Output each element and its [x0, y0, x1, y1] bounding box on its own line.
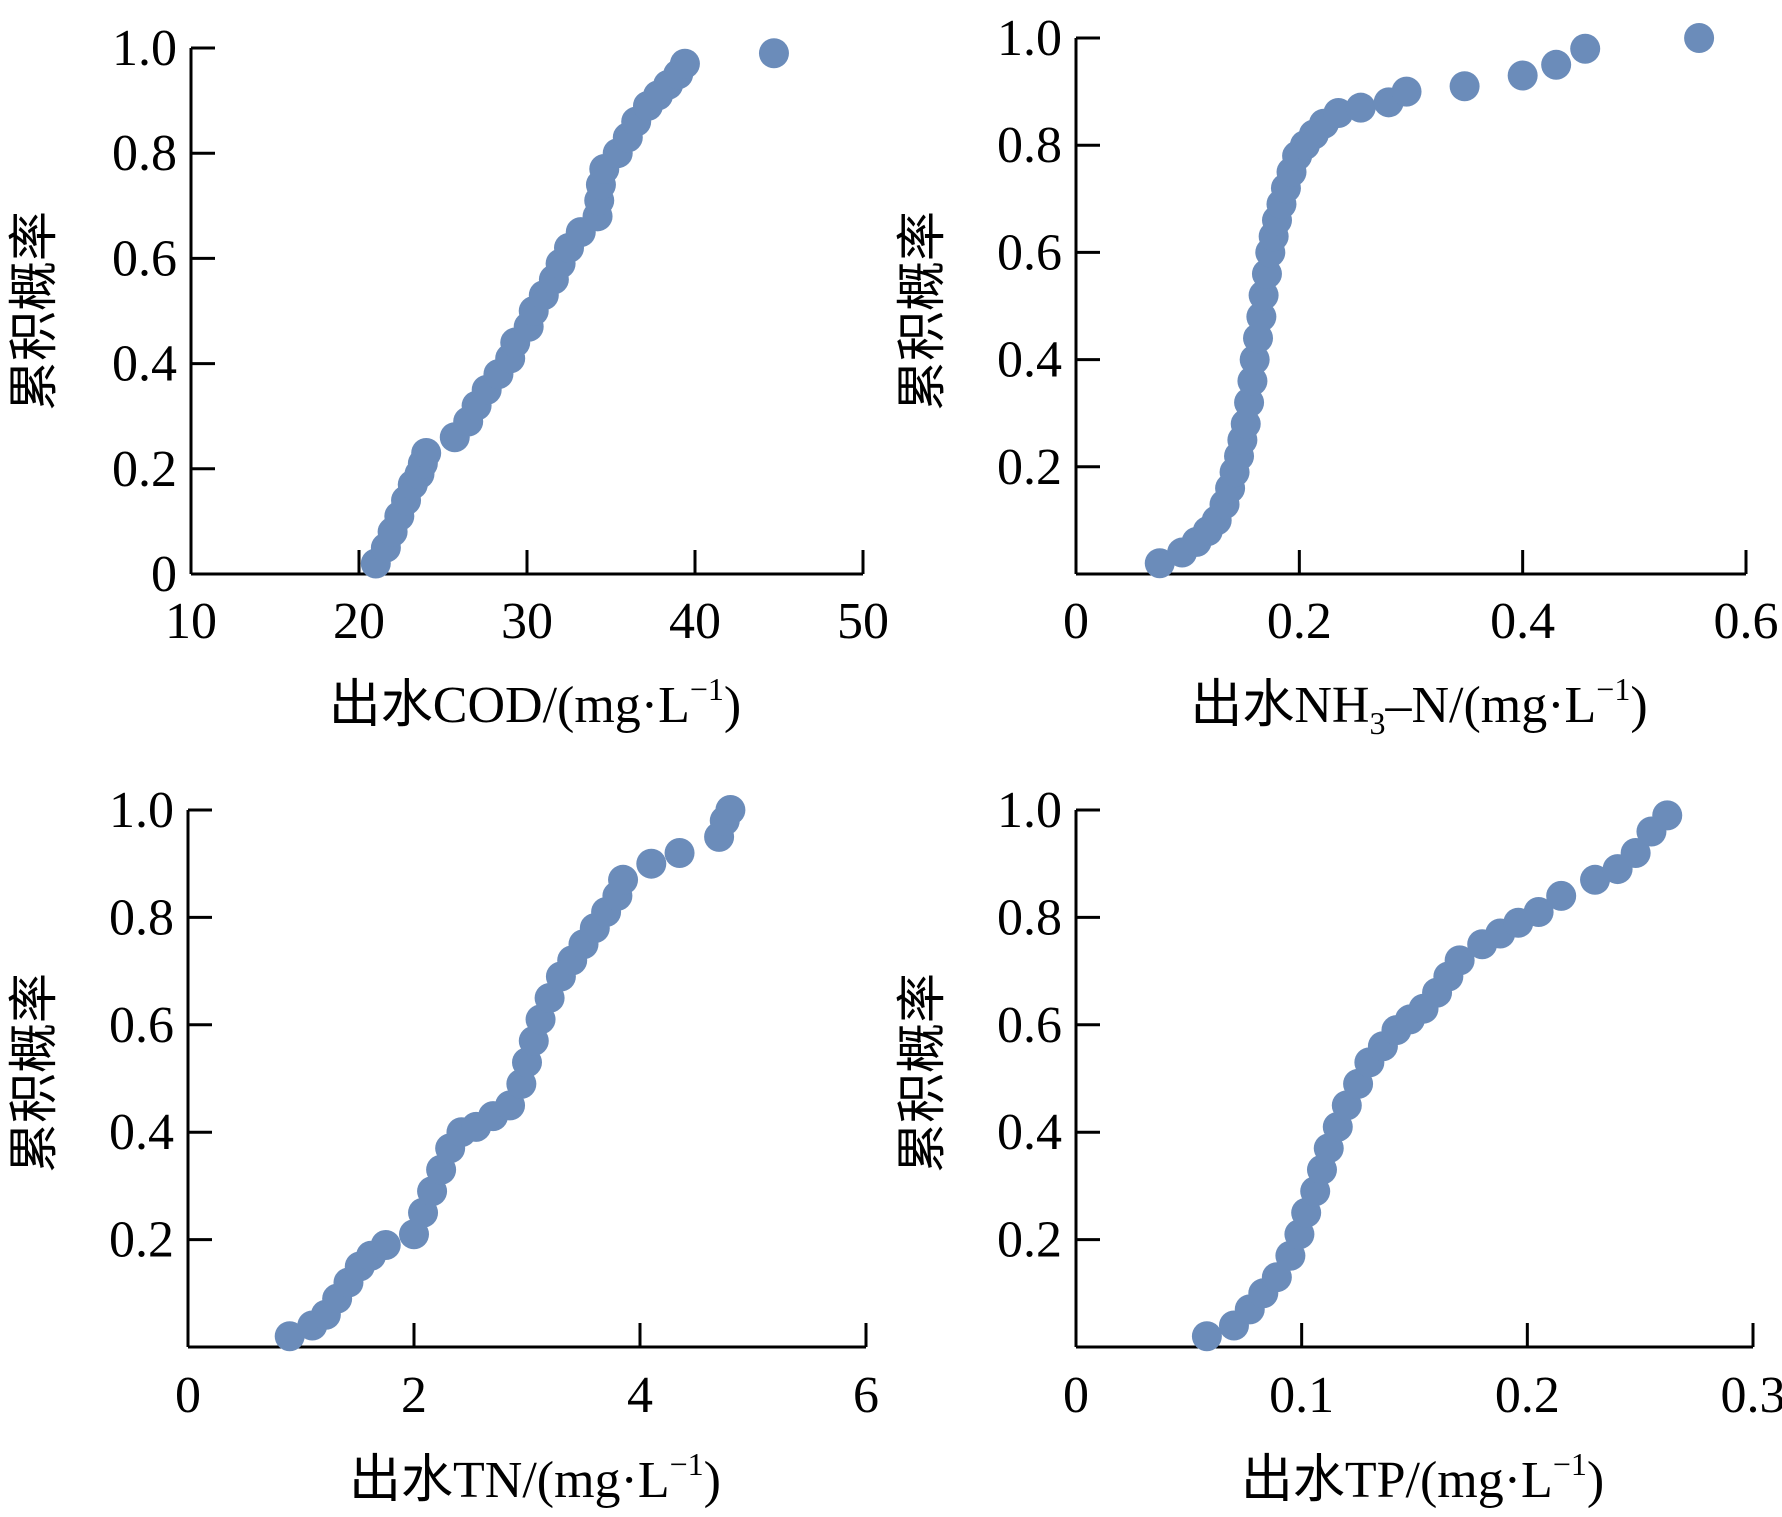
x-label-species: COD: [433, 677, 543, 734]
x-tick-label: 0: [175, 1367, 201, 1424]
y-tick-label: 1.0: [112, 20, 177, 77]
data-point: [1449, 71, 1480, 102]
data-point: [715, 795, 746, 825]
data-point: [1444, 945, 1475, 976]
x-axis-label: 出水TP/(mg·L−1): [1241, 1446, 1604, 1509]
data-point: [1144, 548, 1175, 579]
x-tick-label: 0: [1063, 593, 1089, 650]
data-point: [669, 48, 700, 79]
y-tick-label: 0.4: [109, 1104, 174, 1161]
y-tick-label: 0.2: [997, 439, 1062, 496]
data-point: [664, 837, 695, 868]
chart-panel-2: 0.2 0.4 0.6 0.8 1.0 0 0.2 0.4 0.6 累积概率出水NH3–N/(mg…: [894, 10, 1779, 741]
x-tick-label: 0.4: [1490, 593, 1555, 650]
data-point: [1391, 76, 1422, 107]
y-tick-label: 1.0: [997, 782, 1062, 839]
x-tick-label: 2: [401, 1367, 427, 1424]
data-point: [1684, 23, 1715, 53]
y-tick-label: 0.8: [997, 117, 1062, 174]
x-tick-label: 0.3: [1721, 1367, 1782, 1424]
x-label-superscript: −1: [690, 671, 724, 707]
x-label-unit: /(mg·L: [543, 677, 690, 734]
x-tick-label: 10: [165, 593, 217, 650]
x-tick-label: 50: [837, 593, 889, 650]
y-tick-label: 0: [151, 546, 177, 603]
data-point: [1191, 1321, 1222, 1352]
x-label-unit: /(mg·L: [1406, 1452, 1553, 1509]
data-point: [274, 1321, 305, 1352]
y-tick-label: 0.2: [112, 441, 177, 498]
x-tick-label: 0.2: [1495, 1367, 1560, 1424]
data-point: [1546, 880, 1577, 911]
y-tick-label: 0.4: [112, 336, 177, 393]
x-axis-label: 出水TN/(mg·L−1): [349, 1446, 721, 1509]
data-point: [370, 1229, 401, 1260]
data-point: [1620, 837, 1651, 868]
x-tick-label: 6: [853, 1367, 879, 1424]
data-point: [636, 848, 667, 879]
x-label-suffix: –N: [1384, 677, 1449, 734]
data-point: [608, 864, 639, 895]
data-point: [1507, 60, 1538, 91]
y-tick-label: 0.4: [997, 1104, 1062, 1161]
y-tick-label: 0.4: [997, 332, 1062, 389]
x-label-unit-close: ): [1587, 1452, 1604, 1509]
x-tick-label: 0.2: [1267, 593, 1332, 650]
x-label-prefix: 出水: [349, 1452, 453, 1509]
data-point: [1523, 897, 1554, 928]
y-tick-label: 0.2: [109, 1212, 174, 1269]
x-label-unit-close: ): [724, 677, 741, 734]
data-point: [1345, 92, 1376, 123]
data-point: [758, 38, 789, 69]
x-tick-label: 4: [627, 1367, 653, 1424]
y-axis-label: 累积概率: [6, 973, 62, 1173]
x-label-superscript: −1: [1596, 671, 1630, 707]
data-point: [1261, 1262, 1292, 1293]
data-point: [1541, 49, 1572, 80]
y-tick-label: 0.8: [112, 125, 177, 182]
x-label-unit-close: ): [704, 1452, 721, 1509]
x-label-prefix: 出水: [1190, 677, 1294, 734]
y-tick-label: 0.6: [997, 224, 1062, 281]
x-label-species: TP: [1345, 1452, 1406, 1509]
y-axis-label: 累积概率: [894, 973, 950, 1173]
x-label-subscript: 3: [1369, 705, 1385, 741]
data-point: [1570, 33, 1601, 64]
x-label-prefix: 出水: [1241, 1452, 1345, 1509]
data-point: [411, 438, 442, 469]
y-axis-label: 累积概率: [894, 211, 950, 411]
x-tick-label: 0.6: [1714, 593, 1779, 650]
x-label-superscript: −1: [670, 1446, 704, 1482]
x-label-unit: /(mg·L: [522, 1452, 669, 1509]
x-label-unit: /(mg·L: [1449, 677, 1596, 734]
data-point: [1652, 800, 1683, 831]
y-tick-label: 0.6: [109, 997, 174, 1054]
x-label-superscript: −1: [1553, 1446, 1587, 1482]
data-point: [1580, 864, 1611, 895]
y-tick-label: 0.8: [109, 889, 174, 946]
x-axis-label: 出水NH3–N/(mg·L−1): [1190, 671, 1647, 741]
x-tick-label: 0: [1063, 1367, 1089, 1424]
x-label-prefix: 出水: [329, 677, 433, 734]
y-tick-label: 1.0: [109, 782, 174, 839]
y-tick-label: 0.8: [997, 889, 1062, 946]
x-axis-label: 出水COD/(mg·L−1): [329, 671, 741, 734]
y-axis-label: 累积概率: [6, 211, 62, 411]
x-tick-label: 0.1: [1269, 1367, 1334, 1424]
x-label-unit-close: ): [1630, 677, 1647, 734]
chart-panel-4: 0.2 0.4 0.6 0.8 1.0 0 0.1 0.2 0.3 累积概率出水TP/(mg·L−…: [894, 782, 1782, 1509]
x-tick-label: 20: [333, 593, 385, 650]
y-tick-label: 0.6: [997, 997, 1062, 1054]
x-label-species: NH: [1294, 677, 1369, 734]
x-tick-label: 40: [669, 593, 721, 650]
chart-panel-1: 0 0.2 0.4 0.6 0.8 1.0 10 20 30 40 50 累积概率出水COD/(mg·…: [6, 20, 889, 734]
y-tick-label: 0.2: [997, 1212, 1062, 1269]
y-tick-label: 0.6: [112, 230, 177, 287]
y-tick-label: 1.0: [997, 10, 1062, 67]
x-tick-label: 30: [501, 593, 553, 650]
x-label-species: TN: [453, 1452, 522, 1509]
